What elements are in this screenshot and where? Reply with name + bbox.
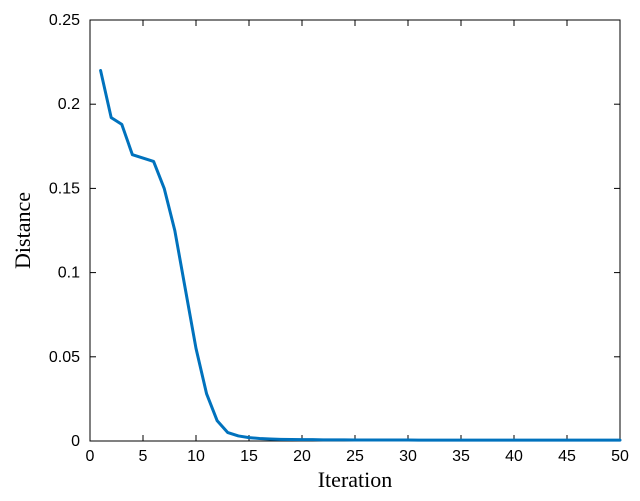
svg-text:Iteration: Iteration [318,467,393,492]
svg-text:30: 30 [399,448,417,465]
svg-text:50: 50 [611,448,629,465]
svg-text:5: 5 [139,448,148,465]
svg-text:0.05: 0.05 [49,349,80,366]
svg-text:10: 10 [187,448,205,465]
chart-container: 0 5 10 15 20 25 30 35 40 45 50 0 0.05 0.1 0.15 0.2 0.25 I… [0,0,640,501]
svg-text:45: 45 [558,448,576,465]
line-chart: 0 5 10 15 20 25 30 35 40 45 50 0 0.05 0.1 0.15 0.2 0.25 I… [0,0,640,501]
svg-text:0.2: 0.2 [58,96,80,113]
svg-text:0: 0 [71,433,80,450]
svg-text:25: 25 [346,448,364,465]
svg-text:0: 0 [86,448,95,465]
svg-text:15: 15 [240,448,258,465]
svg-text:20: 20 [293,448,311,465]
svg-text:35: 35 [452,448,470,465]
svg-text:Distance: Distance [10,192,35,269]
svg-text:0.15: 0.15 [49,180,80,197]
svg-text:40: 40 [505,448,523,465]
svg-text:0.25: 0.25 [49,12,80,29]
svg-text:0.1: 0.1 [58,265,80,282]
